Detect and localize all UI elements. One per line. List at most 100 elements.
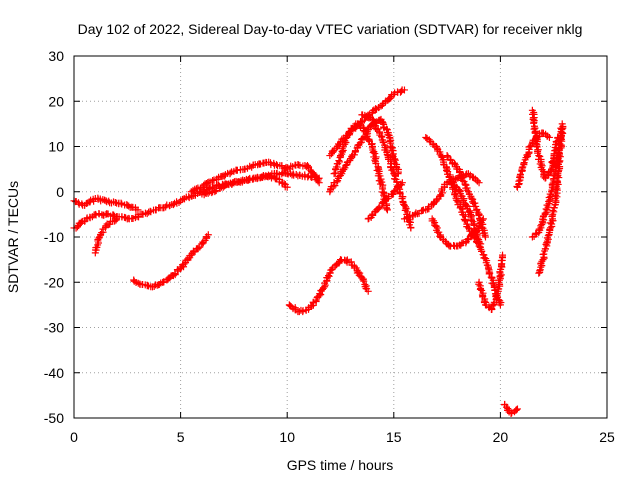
data-point	[478, 247, 486, 255]
data-point	[513, 405, 521, 413]
data-point	[204, 231, 212, 239]
data-point	[512, 406, 520, 414]
data-point	[436, 232, 444, 240]
data-point	[451, 191, 459, 199]
data-point	[390, 90, 398, 98]
data-point	[383, 206, 391, 214]
y-tick-labels: -50 -40 -30 -20 -10 0 10 20 30	[44, 48, 64, 426]
y-tick-label: -10	[44, 229, 64, 245]
data-point	[359, 276, 367, 284]
series-arc-11	[358, 111, 415, 232]
data-point	[542, 240, 550, 248]
data-point	[475, 280, 483, 288]
data-point	[273, 161, 281, 169]
series-arc-1	[70, 194, 142, 214]
data-point	[225, 181, 233, 189]
data-point	[484, 265, 492, 273]
data-point	[460, 215, 468, 223]
data-point	[397, 180, 405, 188]
y-tick-label: 10	[48, 139, 64, 155]
chart-title: Day 102 of 2022, Sidereal Day-to-day VTE…	[78, 21, 583, 37]
data-point	[212, 186, 220, 194]
grid-layer	[74, 56, 607, 418]
data-point	[476, 285, 484, 293]
data-point	[535, 225, 543, 233]
data-point	[499, 251, 507, 259]
data-point	[204, 179, 212, 187]
series-arc-12	[364, 179, 406, 223]
data-point	[515, 173, 523, 181]
series-arc-18	[475, 251, 507, 314]
data-point	[544, 172, 552, 180]
data-point	[476, 215, 484, 223]
data-point	[208, 189, 216, 197]
data-point	[364, 287, 372, 295]
data-point	[283, 183, 291, 191]
data-point	[387, 142, 395, 150]
data-point	[387, 94, 395, 102]
series-arc-4	[198, 171, 291, 199]
data-point	[329, 147, 337, 155]
data-point	[335, 157, 343, 165]
data-point	[354, 268, 362, 276]
data-point	[331, 182, 339, 190]
data-point	[95, 210, 103, 218]
series-arc-16	[443, 152, 489, 241]
data-point	[558, 124, 566, 132]
series-arc-20	[513, 129, 553, 191]
series-arc-17	[449, 179, 505, 309]
series-arc-3	[187, 158, 323, 196]
data-point	[211, 188, 219, 196]
series-arc-21	[528, 106, 562, 182]
data-point	[125, 202, 133, 210]
data-point	[472, 202, 480, 210]
data-point	[314, 177, 322, 185]
data-point	[356, 139, 364, 147]
data-point	[437, 152, 445, 160]
data-point	[209, 176, 217, 184]
data-point	[180, 260, 188, 268]
y-tick-label: 20	[48, 93, 64, 109]
data-point	[337, 152, 344, 160]
data-point	[194, 244, 202, 252]
data-point	[475, 179, 483, 187]
x-tick-labels: 0 5 10 15 20 25	[70, 429, 615, 445]
data-point	[143, 281, 151, 289]
data-point	[540, 250, 548, 258]
data-point	[365, 136, 373, 144]
y-tick-label: -30	[44, 320, 64, 336]
data-point	[383, 205, 391, 213]
data-point	[481, 233, 489, 241]
data-point	[74, 199, 82, 207]
y-tick-label: 0	[56, 184, 64, 200]
data-point	[226, 169, 234, 177]
data-point	[371, 150, 379, 158]
series-arc-10	[326, 115, 402, 196]
data-point	[286, 302, 294, 310]
data-point	[264, 173, 272, 181]
data-point	[280, 179, 288, 187]
data-point	[466, 207, 474, 215]
x-tick-label: 25	[599, 429, 615, 445]
data-point	[393, 164, 401, 172]
series-arc-6	[130, 231, 212, 291]
data-point	[554, 169, 562, 177]
data-point	[355, 121, 363, 129]
data-point	[110, 211, 118, 219]
y-tick-label: -20	[44, 274, 64, 290]
x-tick-label: 0	[70, 429, 78, 445]
data-point	[342, 257, 350, 265]
data-point	[398, 179, 406, 187]
data-point	[117, 199, 125, 207]
data-point	[347, 258, 355, 266]
series-arc-23	[535, 124, 567, 277]
y-tick-label: -40	[44, 365, 64, 381]
data-point	[530, 119, 538, 127]
data-point	[545, 133, 553, 141]
data-point	[543, 239, 551, 247]
data-point	[451, 159, 459, 167]
data-point	[472, 229, 480, 237]
data-point	[333, 178, 341, 186]
series-arc-9	[330, 120, 391, 214]
